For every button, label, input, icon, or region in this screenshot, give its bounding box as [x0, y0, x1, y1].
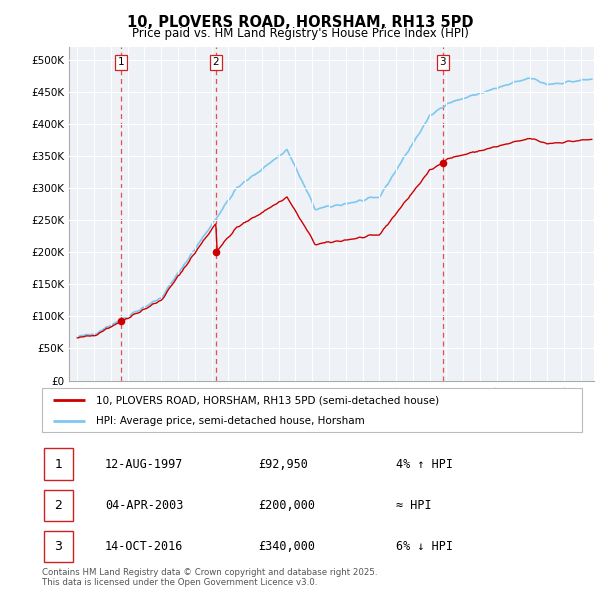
FancyBboxPatch shape — [44, 531, 73, 562]
Text: 1: 1 — [118, 57, 125, 67]
FancyBboxPatch shape — [44, 490, 73, 521]
Text: 04-APR-2003: 04-APR-2003 — [105, 499, 184, 512]
Text: £92,950: £92,950 — [258, 457, 308, 471]
Text: 4% ↑ HPI: 4% ↑ HPI — [396, 457, 453, 471]
FancyBboxPatch shape — [42, 388, 582, 432]
Text: 3: 3 — [55, 540, 62, 553]
Text: 6% ↓ HPI: 6% ↓ HPI — [396, 540, 453, 553]
Text: Price paid vs. HM Land Registry's House Price Index (HPI): Price paid vs. HM Land Registry's House … — [131, 27, 469, 40]
Text: 14-OCT-2016: 14-OCT-2016 — [105, 540, 184, 553]
Text: ≈ HPI: ≈ HPI — [396, 499, 431, 512]
Text: Contains HM Land Registry data © Crown copyright and database right 2025.
This d: Contains HM Land Registry data © Crown c… — [42, 568, 377, 587]
Text: 3: 3 — [440, 57, 446, 67]
FancyBboxPatch shape — [44, 448, 73, 480]
Text: £340,000: £340,000 — [258, 540, 315, 553]
Text: £200,000: £200,000 — [258, 499, 315, 512]
Text: 10, PLOVERS ROAD, HORSHAM, RH13 5PD (semi-detached house): 10, PLOVERS ROAD, HORSHAM, RH13 5PD (sem… — [96, 395, 439, 405]
Text: 2: 2 — [212, 57, 219, 67]
Text: 10, PLOVERS ROAD, HORSHAM, RH13 5PD: 10, PLOVERS ROAD, HORSHAM, RH13 5PD — [127, 15, 473, 30]
Text: HPI: Average price, semi-detached house, Horsham: HPI: Average price, semi-detached house,… — [96, 416, 365, 426]
Text: 2: 2 — [55, 499, 62, 512]
Text: 1: 1 — [55, 457, 62, 471]
Text: 12-AUG-1997: 12-AUG-1997 — [105, 457, 184, 471]
